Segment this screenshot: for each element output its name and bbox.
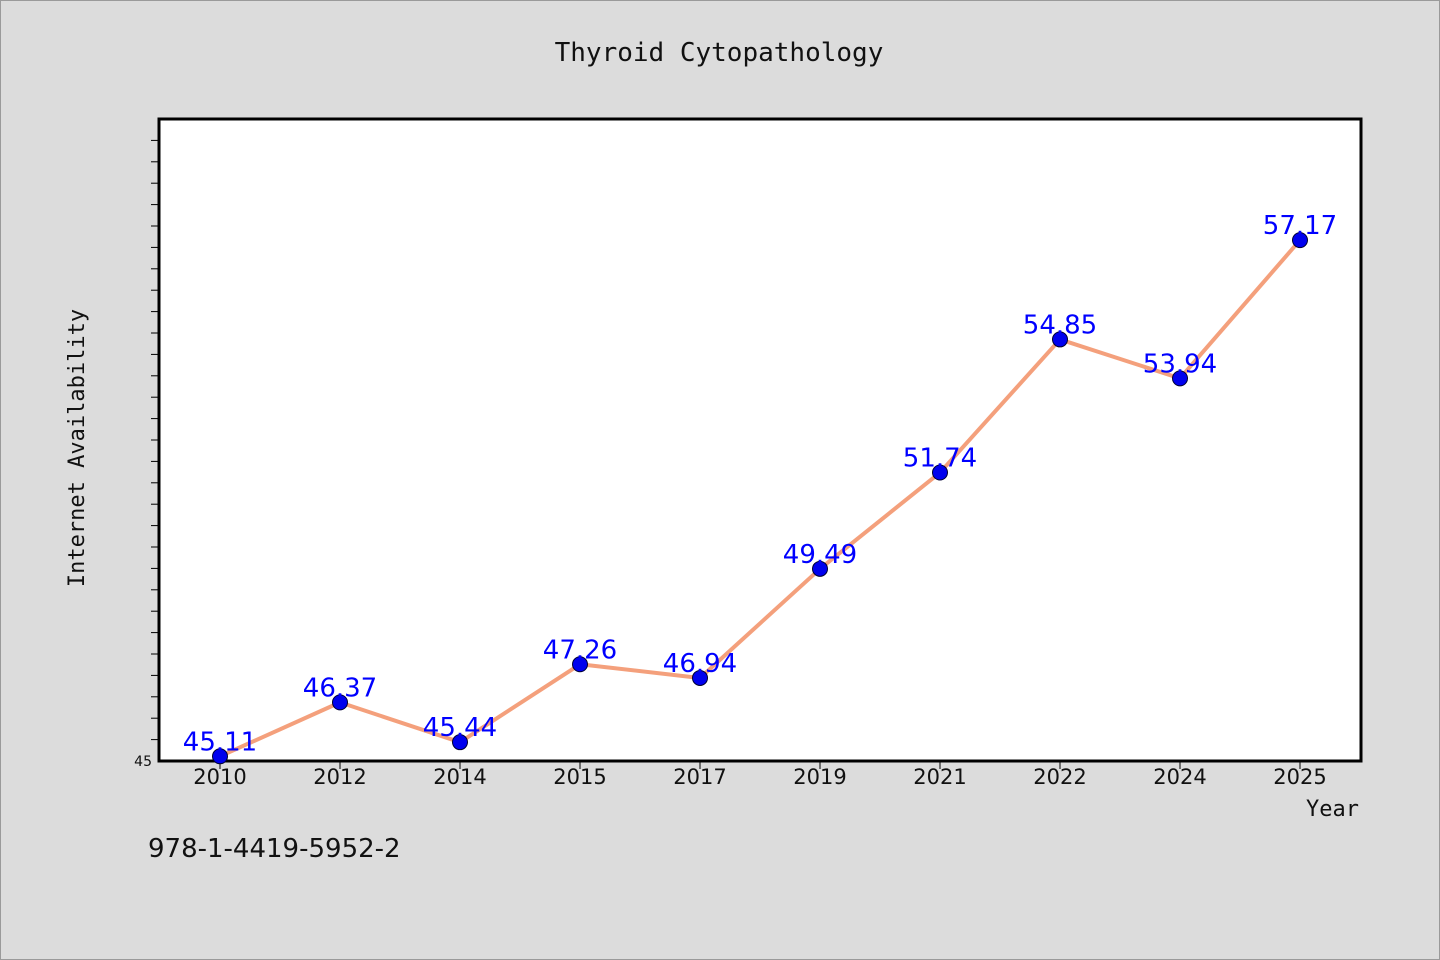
data-point-marker: [812, 560, 828, 577]
x-tick-label: 2019: [793, 765, 846, 789]
series-line: [218, 238, 1302, 759]
data-point-marker: [1292, 232, 1308, 249]
plot-area: [157, 117, 1363, 763]
data-label: 46.94: [663, 649, 737, 679]
data-point-marker: [1172, 370, 1188, 387]
data-label: 51.74: [903, 444, 977, 474]
data-label: 49.49: [783, 540, 857, 570]
x-axis-ticks: 2010 2012 2014 2015 2017 2019 2021 2022 2024 2025: [193, 761, 1327, 789]
x-tick-label: 2025: [1273, 765, 1326, 789]
data-label: 45.44: [423, 713, 497, 743]
data-label: 45.11: [183, 727, 257, 757]
x-tick-label: 2012: [313, 765, 366, 789]
data-point-marker: [572, 656, 588, 673]
data-label: 46.37: [303, 673, 377, 703]
x-tick-label: 2015: [553, 765, 606, 789]
y-axis-ticks: [151, 139, 159, 741]
y-axis-min-label: 45: [134, 754, 152, 770]
x-axis-label: Year: [1306, 797, 1359, 822]
data-point-marker: [932, 464, 948, 481]
data-label: 54.85: [1023, 310, 1097, 340]
x-tick-label: 2021: [913, 765, 966, 789]
data-point-marker: [212, 748, 228, 765]
data-label: 57.17: [1263, 211, 1337, 241]
data-label: 47.26: [543, 635, 617, 665]
data-label: 53.94: [1143, 349, 1217, 379]
chart-title: Thyroid Cytopathology: [555, 38, 884, 68]
x-tick-label: 2022: [1033, 765, 1086, 789]
data-point-marker: [1052, 331, 1068, 348]
series-group: 45.11 46.37 45.44 47.26 46.94 49.49 51.74 54.85…: [183, 211, 1337, 765]
x-tick-label: 2024: [1153, 765, 1206, 789]
x-tick-label: 2010: [193, 765, 246, 789]
footnote-isbn: 978-1-4419-5952-2: [148, 834, 401, 864]
x-tick-label: 2017: [673, 765, 726, 789]
data-point-marker: [332, 694, 348, 711]
y-axis-label: Internet Availability: [65, 309, 90, 587]
data-point-marker: [452, 734, 468, 751]
data-point-marker: [692, 669, 708, 686]
x-tick-label: 2014: [433, 765, 486, 789]
